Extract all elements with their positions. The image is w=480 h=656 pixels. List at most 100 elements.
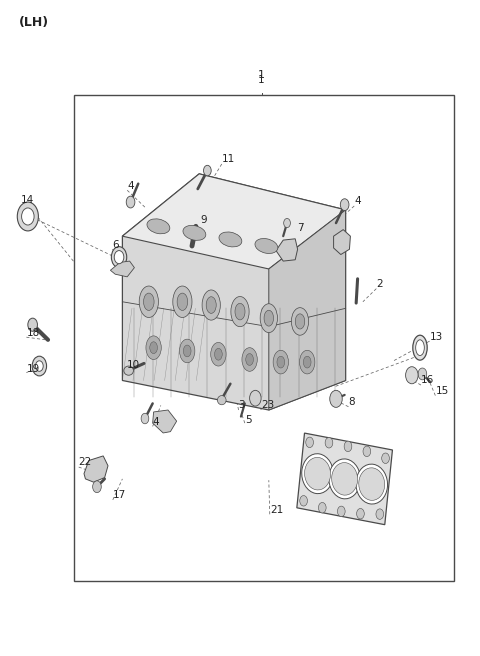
Text: 2: 2 (376, 279, 383, 289)
Ellipse shape (260, 304, 277, 333)
Circle shape (340, 199, 349, 211)
Ellipse shape (246, 354, 253, 365)
Text: 9: 9 (200, 215, 207, 225)
Polygon shape (269, 210, 346, 410)
Ellipse shape (217, 396, 226, 405)
Ellipse shape (329, 459, 360, 499)
Ellipse shape (183, 345, 191, 357)
Ellipse shape (264, 310, 274, 326)
Ellipse shape (215, 348, 222, 360)
Ellipse shape (416, 340, 424, 356)
Circle shape (141, 413, 149, 424)
Circle shape (28, 318, 37, 331)
Circle shape (111, 247, 127, 268)
Circle shape (382, 453, 389, 464)
Polygon shape (334, 230, 350, 255)
Ellipse shape (295, 314, 305, 329)
Polygon shape (276, 239, 298, 261)
Polygon shape (297, 433, 393, 525)
Ellipse shape (144, 293, 154, 310)
Ellipse shape (173, 286, 192, 318)
Circle shape (357, 508, 364, 519)
Text: 1: 1 (258, 70, 265, 80)
Text: 7: 7 (298, 222, 304, 233)
Ellipse shape (303, 356, 311, 368)
Text: 15: 15 (435, 386, 449, 396)
Ellipse shape (180, 339, 195, 363)
Text: 14: 14 (21, 195, 35, 205)
Ellipse shape (305, 457, 331, 490)
Ellipse shape (255, 239, 278, 253)
Polygon shape (122, 174, 346, 410)
Circle shape (337, 506, 345, 517)
Ellipse shape (231, 297, 249, 327)
Bar (74, 95, 454, 581)
Polygon shape (110, 261, 134, 277)
Circle shape (418, 368, 427, 380)
Text: 16: 16 (421, 375, 434, 386)
Circle shape (32, 356, 47, 376)
Circle shape (204, 165, 211, 176)
Ellipse shape (183, 226, 206, 240)
Circle shape (250, 390, 261, 406)
Ellipse shape (277, 356, 285, 368)
Ellipse shape (219, 232, 242, 247)
Ellipse shape (147, 219, 170, 234)
Ellipse shape (124, 366, 133, 375)
Text: 17: 17 (113, 490, 126, 501)
Polygon shape (84, 456, 108, 482)
Circle shape (318, 502, 326, 513)
Circle shape (284, 218, 290, 228)
Circle shape (306, 437, 313, 447)
Circle shape (300, 495, 308, 506)
Ellipse shape (413, 335, 427, 360)
Text: 4: 4 (153, 417, 159, 428)
Ellipse shape (302, 454, 334, 493)
Ellipse shape (356, 464, 387, 504)
Ellipse shape (177, 293, 188, 310)
Ellipse shape (202, 290, 220, 320)
Text: 5: 5 (245, 415, 252, 425)
Ellipse shape (206, 297, 216, 314)
Text: 22: 22 (79, 457, 92, 468)
Circle shape (126, 196, 135, 208)
Text: 18: 18 (26, 327, 40, 338)
Polygon shape (153, 410, 177, 433)
Polygon shape (122, 174, 346, 269)
Circle shape (93, 481, 101, 493)
Circle shape (114, 251, 124, 264)
Circle shape (344, 441, 352, 451)
Text: 6: 6 (112, 240, 119, 251)
Ellipse shape (273, 350, 288, 374)
Circle shape (363, 446, 371, 457)
Ellipse shape (235, 303, 245, 320)
Ellipse shape (291, 308, 309, 335)
Circle shape (17, 202, 38, 231)
Circle shape (22, 208, 34, 225)
Text: 21: 21 (270, 504, 283, 515)
Text: 13: 13 (430, 331, 443, 342)
Ellipse shape (332, 462, 358, 495)
Text: (LH): (LH) (19, 16, 49, 30)
Text: 4: 4 (127, 180, 134, 191)
Circle shape (406, 367, 418, 384)
Ellipse shape (150, 342, 157, 354)
Text: 3: 3 (239, 400, 245, 411)
Circle shape (376, 509, 384, 520)
Ellipse shape (359, 468, 384, 501)
Text: 8: 8 (348, 397, 355, 407)
Circle shape (330, 390, 342, 407)
Ellipse shape (139, 286, 158, 318)
Text: 19: 19 (26, 363, 40, 374)
Ellipse shape (300, 350, 315, 374)
Circle shape (325, 438, 333, 448)
Text: 10: 10 (127, 360, 140, 371)
Text: 4: 4 (354, 196, 361, 207)
Text: 1: 1 (258, 75, 265, 85)
Ellipse shape (242, 348, 257, 371)
Text: 11: 11 (222, 154, 235, 165)
Text: 23: 23 (261, 400, 275, 411)
Ellipse shape (146, 336, 161, 359)
Ellipse shape (211, 342, 226, 366)
Circle shape (36, 361, 43, 371)
